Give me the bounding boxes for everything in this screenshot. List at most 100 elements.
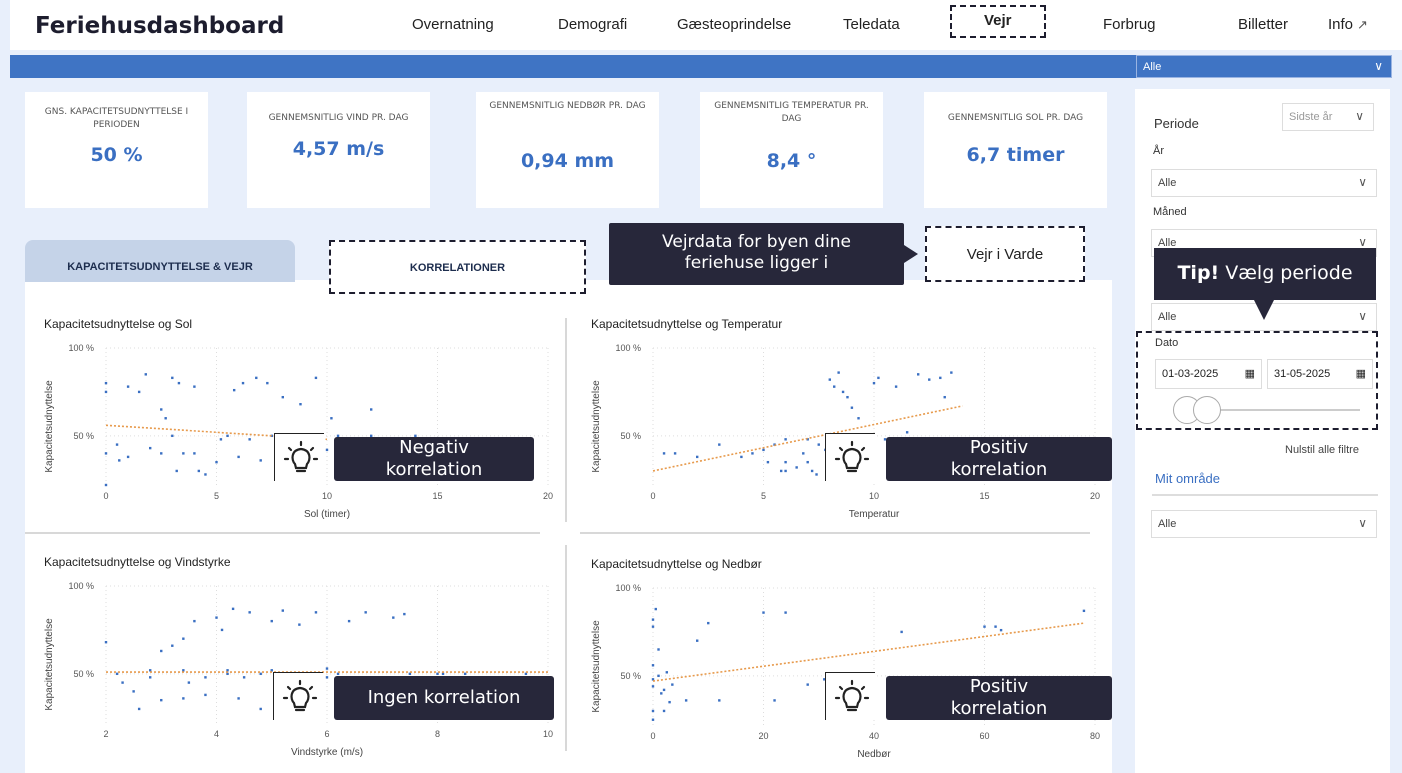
city-weather-button[interactable]: Vejr i Varde xyxy=(925,226,1085,282)
data-point xyxy=(232,388,236,392)
nav-forbrug[interactable]: Forbrug xyxy=(1103,16,1156,33)
trend-line xyxy=(652,622,1085,682)
data-point xyxy=(270,619,273,623)
nav-billetter[interactable]: Billetter xyxy=(1238,16,1289,33)
x-axis-label: Sol (timer) xyxy=(304,509,350,520)
data-point xyxy=(928,378,931,381)
periode-value: Sidste år xyxy=(1289,111,1333,123)
data-point xyxy=(270,669,273,672)
data-point xyxy=(171,434,174,438)
data-point xyxy=(950,371,953,374)
scatter-chart: Kapacitetsudnyttelse og Temperatur 100 % 5… xyxy=(591,317,1100,520)
maaned-label: Måned xyxy=(1153,206,1187,218)
data-point xyxy=(204,693,207,697)
badge-line: korrelation xyxy=(950,459,1048,480)
lightbulb-icon xyxy=(273,672,323,720)
periode-select[interactable]: Sidste år ∨ xyxy=(1282,103,1374,131)
weather-callout: Vejrdata for byen dine feriehuse ligger … xyxy=(609,223,904,285)
data-point xyxy=(237,455,240,459)
nav-teledata[interactable]: Teledata xyxy=(843,16,900,33)
nav-gaesteoprindelse[interactable]: Gæsteoprindelse xyxy=(677,16,792,33)
data-point xyxy=(364,611,367,614)
data-point xyxy=(651,664,655,667)
data-point xyxy=(779,469,783,473)
x-tick-label: 40 xyxy=(869,731,879,741)
data-point xyxy=(126,455,130,459)
chevron-down-icon: ∨ xyxy=(1358,309,1367,323)
data-point xyxy=(237,697,240,700)
kpi-card-temperatur: GENNEMSNITLIG TEMPERATUR PR. DAG 8,4 ° xyxy=(700,92,883,208)
data-point xyxy=(242,676,246,679)
chart-temperatur: Kapacitetsudnyttelse og Temperatur 100 % 5… xyxy=(585,312,1100,524)
nav-vejr[interactable]: Vejr xyxy=(950,5,1046,38)
data-point xyxy=(784,469,787,473)
data-point xyxy=(314,376,318,380)
data-point xyxy=(259,707,262,711)
data-point xyxy=(943,395,946,399)
data-point xyxy=(802,452,805,455)
data-point xyxy=(857,417,860,420)
data-point xyxy=(160,408,163,411)
data-point xyxy=(651,718,655,721)
kpi-card-vind: GENNEMSNITLIG VIND PR. DAG 4,57 m/s xyxy=(247,92,430,208)
x-tick-label: 15 xyxy=(979,491,989,501)
kpi-label: GENNEMSNITLIG NEDBØR PR. DAG xyxy=(489,101,646,111)
data-point xyxy=(204,676,207,679)
data-point xyxy=(1082,609,1086,613)
tip-text: Vælg periode xyxy=(1219,262,1353,284)
data-point xyxy=(657,674,660,678)
data-point xyxy=(298,623,301,626)
data-point xyxy=(846,395,849,399)
badge-line: Negativ xyxy=(399,437,469,458)
x-tick-label: 8 xyxy=(435,729,440,739)
kpi-label: GENNEMSNITLIG TEMPERATUR PR. DAG xyxy=(714,101,869,124)
reset-filters-link[interactable]: Nulstil alle filtre xyxy=(1285,444,1359,456)
data-point xyxy=(436,672,439,676)
x-axis-label: Nedbør xyxy=(857,749,891,760)
kpi-label: GENNEMSNITLIG VIND PR. DAG xyxy=(268,113,409,123)
x-tick-label: 60 xyxy=(979,731,989,741)
x-tick-label: 5 xyxy=(214,491,219,501)
data-point xyxy=(182,697,185,700)
date-to-input[interactable]: 31-05-2025 ▦ xyxy=(1267,359,1373,389)
kpi-value: 0,94 mm xyxy=(520,150,615,172)
badge-line: korrelation xyxy=(385,459,483,480)
x-tick-label: 0 xyxy=(650,491,655,501)
data-point xyxy=(160,698,163,702)
x-axis-label: Vindstyrke (m/s) xyxy=(291,747,363,758)
aar-label: År xyxy=(1153,145,1164,157)
data-point xyxy=(657,648,660,651)
data-point xyxy=(707,621,710,625)
nav-overnatning[interactable]: Overnatning xyxy=(412,16,494,33)
omraade-select[interactable]: Alle ∨ xyxy=(1151,510,1377,538)
aar-select[interactable]: Alle ∨ xyxy=(1151,169,1377,197)
date-slider-end-handle[interactable] xyxy=(1193,396,1221,424)
data-point xyxy=(660,692,663,695)
data-point xyxy=(215,460,218,464)
divider xyxy=(580,532,1090,534)
chart-sol: Kapacitetsudnyttelse og Sol 100 % 50 % 0 5 10… xyxy=(38,312,553,524)
nav-demografi[interactable]: Demografi xyxy=(558,16,628,33)
data-point xyxy=(651,625,655,628)
data-point xyxy=(126,385,130,388)
data-point xyxy=(164,417,167,420)
data-point xyxy=(215,616,218,619)
data-point xyxy=(241,381,245,385)
divider xyxy=(565,545,567,751)
data-point xyxy=(939,376,942,380)
nav-info[interactable]: Info ↗ xyxy=(1328,16,1368,33)
chart-title: Kapacitetsudnyttelse og Nedbør xyxy=(591,557,762,571)
data-point xyxy=(182,637,185,640)
tab-kapacitet-vejr[interactable]: KAPACITETSUDNYTTELSE & VEJR xyxy=(25,240,295,282)
y-axis-label: Kapacitetsudnyttelse xyxy=(591,620,602,713)
badge-nedbor: Positiv korrelation xyxy=(886,676,1112,720)
date-slider-track[interactable] xyxy=(1185,409,1360,411)
callout-line-1: Vejrdata for byen dine xyxy=(662,232,851,252)
area-select[interactable]: Alle ∨ xyxy=(1136,55,1392,78)
date-from-input[interactable]: 01-03-2025 ▦ xyxy=(1155,359,1262,389)
x-tick-label: 20 xyxy=(543,491,553,501)
x-axis-label: Temperatur xyxy=(849,509,900,520)
data-point xyxy=(441,672,445,676)
tab-korrelationer[interactable]: KORRELATIONER xyxy=(329,240,586,294)
down-arrow-icon xyxy=(1254,300,1274,320)
